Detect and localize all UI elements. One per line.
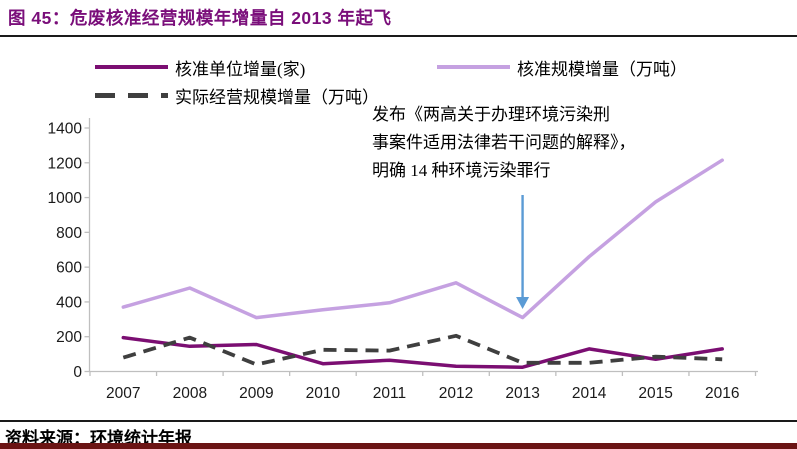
- x-axis-tick-label: 2009: [239, 385, 273, 402]
- y-axis-tick-label: 400: [56, 294, 82, 311]
- legend-item-actual-scale: 实际经营规模增量（万吨）: [95, 85, 379, 107]
- annotation-line: 发布《两高关于办理环境污染刑: [372, 105, 610, 124]
- series-line-0: [121, 335, 724, 369]
- x-axis-tick-label: 2012: [439, 385, 473, 402]
- series-line-1: [121, 158, 724, 320]
- annotation-line: 事案件适用法律若干问题的解释》，: [372, 133, 636, 152]
- legend-label: 核准单位增量(家): [175, 59, 306, 79]
- axes: 0 200 400 600 800 1000 1200 1400 2007 2008 2009 201…: [48, 118, 758, 402]
- x-axis-tick-label: 2007: [106, 385, 140, 402]
- y-axis-tick-label: 800: [56, 225, 82, 242]
- legend-line-swatch: [95, 65, 168, 69]
- x-axis-tick-label: 2011: [373, 385, 406, 402]
- footer-rule: [0, 420, 797, 443]
- y-axis-tick-label: 0: [73, 364, 82, 381]
- chart-annotation: 发布《两高关于办理环境污染刑 事案件适用法律若干问题的解释》， 明确 14 种环…: [372, 101, 682, 185]
- y-axis-tick-label: 1400: [48, 121, 83, 138]
- x-axis-tick-label: 2015: [638, 385, 672, 402]
- x-axis-tick-label: 2010: [306, 385, 341, 402]
- y-axis-tick-label: 200: [56, 329, 82, 346]
- legend-item-approved-scale: 核准规模增量（万吨）: [437, 57, 687, 79]
- y-axis-tick-label: 600: [56, 260, 82, 277]
- x-axis-tick-label: 2008: [173, 385, 207, 402]
- x-axis-tick-label: 2014: [572, 385, 607, 402]
- legend-item-approved-units: 核准单位增量(家): [95, 57, 306, 79]
- x-axis-tick-label: 2013: [505, 385, 539, 402]
- title-bar: 图 45：危废核准经营规模年增量自 2013 年起飞: [0, 0, 797, 37]
- legend-label: 核准规模增量（万吨）: [517, 59, 687, 79]
- legend-label: 实际经营规模增量（万吨）: [175, 87, 379, 107]
- page-title: 图 45：危废核准经营规模年增量自 2013 年起飞: [8, 8, 392, 28]
- series-line-2: [122, 333, 723, 367]
- legend-line-swatch: [437, 65, 510, 69]
- line-chart: 0 200 400 600 800 1000 1200 1400 2007 2008 2009 201…: [48, 118, 758, 402]
- y-axis-tick-label: 1200: [48, 155, 83, 172]
- x-axis-tick-label: 2016: [705, 385, 739, 402]
- y-axis-tick-label: 1000: [48, 190, 83, 207]
- bottom-accent-bar: [0, 443, 797, 449]
- annotation-arrow: [516, 195, 530, 309]
- annotation-line: 明确 14 种环境污染罪行: [372, 161, 551, 180]
- legend-dashed-swatch: [95, 92, 168, 98]
